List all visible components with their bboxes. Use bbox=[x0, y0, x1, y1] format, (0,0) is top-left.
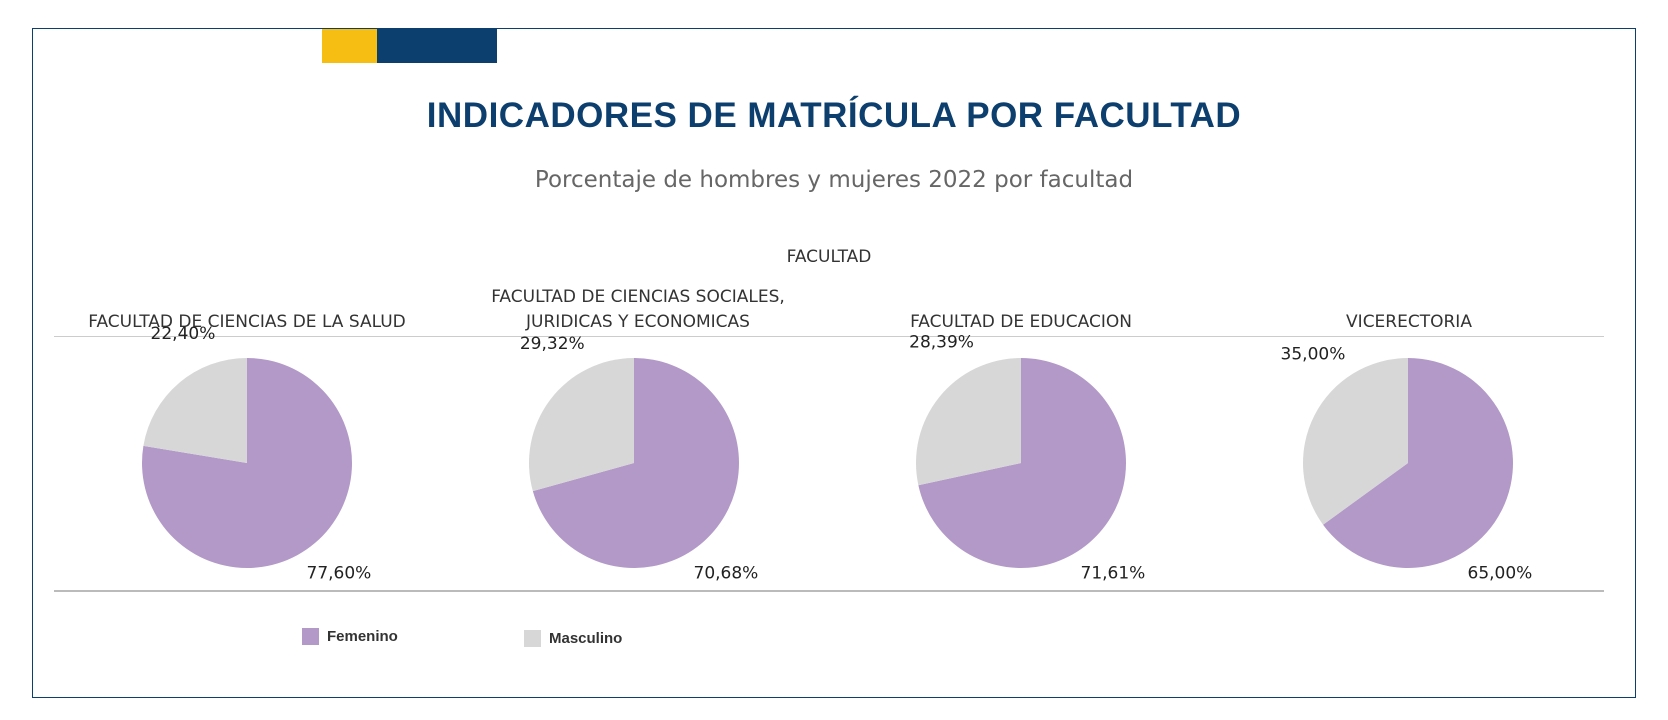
data-label-masculino: 28,39% bbox=[909, 333, 974, 353]
legend-item-femenino[interactable]: Femenino bbox=[302, 628, 398, 645]
pie-slice-masculino[interactable] bbox=[529, 358, 634, 492]
brand-accent-yellow bbox=[322, 29, 377, 63]
legend-swatch-masculino bbox=[524, 630, 541, 647]
pie-slice-masculino[interactable] bbox=[1303, 358, 1408, 525]
facet-label-educacion: FACULTAD DE EDUCACION bbox=[841, 310, 1201, 335]
data-label-masculino: 29,32% bbox=[520, 334, 585, 354]
facet-label-line: JURIDICAS Y ECONOMICAS bbox=[526, 312, 750, 332]
data-label-femenino: 70,68% bbox=[694, 564, 759, 584]
data-label-femenino: 65,00% bbox=[1468, 564, 1533, 584]
pie-slice-femenino[interactable] bbox=[918, 358, 1126, 569]
chart-title: INDICADORES DE MATRÍCULA POR FACULTAD bbox=[426, 96, 1242, 135]
data-label-masculino: 35,00% bbox=[1281, 344, 1346, 364]
legend-swatch-femenino bbox=[302, 628, 319, 645]
facet-bottom-rule bbox=[54, 590, 1604, 592]
pie-slice-femenino[interactable] bbox=[142, 358, 353, 569]
pie-slice-masculino[interactable] bbox=[916, 358, 1021, 486]
pie-slice-femenino[interactable] bbox=[1323, 357, 1514, 569]
facet-label-salud: FACULTAD DE CIENCIAS DE LA SALUD bbox=[67, 310, 427, 335]
legend-item-masculino[interactable]: Masculino bbox=[524, 630, 622, 647]
facet-label-line: FACULTAD DE CIENCIAS DE LA SALUD bbox=[88, 312, 406, 332]
facet-label-vicerectoria: VICERECTORIA bbox=[1229, 310, 1589, 335]
pie-slice-masculino[interactable] bbox=[143, 358, 247, 463]
facet-label-line: FACULTAD DE CIENCIAS SOCIALES, bbox=[491, 287, 785, 307]
pie-slice-femenino[interactable] bbox=[532, 358, 739, 569]
brand-accent-navy bbox=[377, 29, 497, 63]
facet-label-sociales: FACULTAD DE CIENCIAS SOCIALES, JURIDICAS… bbox=[453, 285, 823, 335]
facet-header: FACULTAD bbox=[786, 247, 872, 267]
chart-subtitle: Porcentaje de hombres y mujeres 2022 por… bbox=[534, 167, 1134, 193]
facet-label-line: VICERECTORIA bbox=[1346, 312, 1472, 332]
data-label-masculino: 22,40% bbox=[151, 324, 216, 344]
facet-label-line: FACULTAD DE EDUCACION bbox=[910, 312, 1132, 332]
facet-top-rule bbox=[54, 336, 1604, 337]
legend-label-femenino: Femenino bbox=[327, 628, 398, 645]
legend-label-masculino: Masculino bbox=[549, 630, 623, 647]
data-label-femenino: 77,60% bbox=[307, 564, 372, 584]
chart-frame bbox=[32, 28, 1636, 698]
data-label-femenino: 71,61% bbox=[1081, 564, 1146, 584]
